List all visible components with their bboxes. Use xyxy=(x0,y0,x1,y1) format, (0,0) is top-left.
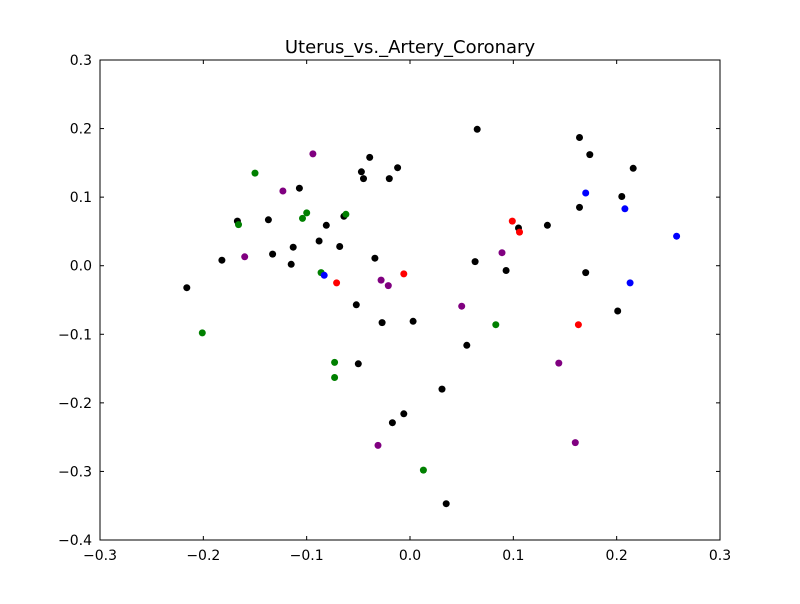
data-point xyxy=(629,164,637,172)
data-point xyxy=(198,329,206,337)
data-point xyxy=(582,189,590,197)
data-point xyxy=(618,193,626,200)
data-point xyxy=(287,260,295,268)
x-tick-label: 0.2 xyxy=(606,548,628,564)
data-point xyxy=(377,276,385,284)
y-tick-label: −0.3 xyxy=(58,464,92,480)
data-point xyxy=(352,301,360,309)
data-point xyxy=(673,232,681,240)
data-point xyxy=(586,151,594,159)
data-point xyxy=(576,203,583,211)
x-tick-label: 0.0 xyxy=(399,548,421,564)
data-point xyxy=(251,169,259,177)
data-point xyxy=(360,175,367,183)
data-point xyxy=(438,385,446,393)
data-point xyxy=(366,153,374,161)
y-tick-label: −0.4 xyxy=(58,533,92,549)
data-point xyxy=(303,209,311,217)
data-point xyxy=(371,254,379,262)
axis-ticks: −0.3 −0.2 −0.1 0.0 0.1 0.2 0.3−0.4−0.3−0.2−0.1… xyxy=(58,53,731,564)
data-point xyxy=(508,217,516,225)
data-point xyxy=(400,270,408,278)
data-point xyxy=(354,360,362,368)
data-point xyxy=(384,282,392,290)
data-point xyxy=(235,221,242,229)
data-point xyxy=(218,256,226,264)
data-point xyxy=(342,210,350,218)
data-point xyxy=(388,419,396,427)
data-point xyxy=(322,221,330,229)
data-point xyxy=(502,267,510,274)
data-point xyxy=(269,250,277,258)
x-tick-label: −0.3 xyxy=(83,548,117,564)
data-point xyxy=(336,243,344,250)
data-point xyxy=(419,466,427,474)
y-tick-label: 0.0 xyxy=(70,259,92,275)
data-point xyxy=(498,249,506,257)
data-point xyxy=(543,221,551,229)
data-point xyxy=(582,269,590,277)
data-point xyxy=(409,317,417,325)
y-tick-label: −0.2 xyxy=(58,396,92,412)
data-point xyxy=(576,134,583,141)
y-tick-label: 0.1 xyxy=(70,190,92,206)
data-point xyxy=(183,284,191,292)
data-point xyxy=(309,150,317,158)
data-point xyxy=(626,279,634,287)
data-point xyxy=(289,243,297,251)
data-point xyxy=(378,319,386,327)
data-point xyxy=(295,184,303,192)
data-point xyxy=(516,228,523,236)
data-point xyxy=(279,187,287,195)
y-tick-label: −0.1 xyxy=(58,327,92,343)
data-point xyxy=(458,302,466,310)
x-tick-label: 0.1 xyxy=(502,548,524,564)
data-point xyxy=(442,500,450,508)
data-point xyxy=(333,279,341,287)
x-tick-label: 0.3 xyxy=(709,548,731,564)
y-tick-label: 0.2 xyxy=(70,122,92,138)
data-point xyxy=(331,358,339,366)
data-point xyxy=(473,125,481,133)
data-point xyxy=(574,321,582,329)
data-point xyxy=(299,214,306,222)
data-point xyxy=(315,237,323,245)
data-point xyxy=(492,321,500,329)
data-point xyxy=(463,341,471,349)
data-point xyxy=(320,271,328,279)
data-point xyxy=(385,175,393,183)
data-point xyxy=(264,216,272,224)
data-point xyxy=(394,164,402,172)
data-point xyxy=(614,307,622,315)
data-point xyxy=(374,441,382,449)
data-point xyxy=(555,359,563,367)
data-point xyxy=(471,258,479,266)
chart-title: Uterus_vs._Artery_Coronary xyxy=(285,37,536,58)
data-point xyxy=(357,168,365,176)
data-points xyxy=(183,125,681,508)
y-tick-label: 0.3 xyxy=(70,53,92,69)
data-point xyxy=(400,410,408,418)
data-point xyxy=(241,253,249,261)
x-tick-label: −0.2 xyxy=(186,548,220,564)
data-point xyxy=(571,439,579,447)
x-tick-label: −0.1 xyxy=(290,548,324,564)
data-point xyxy=(331,374,339,381)
data-point xyxy=(621,205,629,213)
